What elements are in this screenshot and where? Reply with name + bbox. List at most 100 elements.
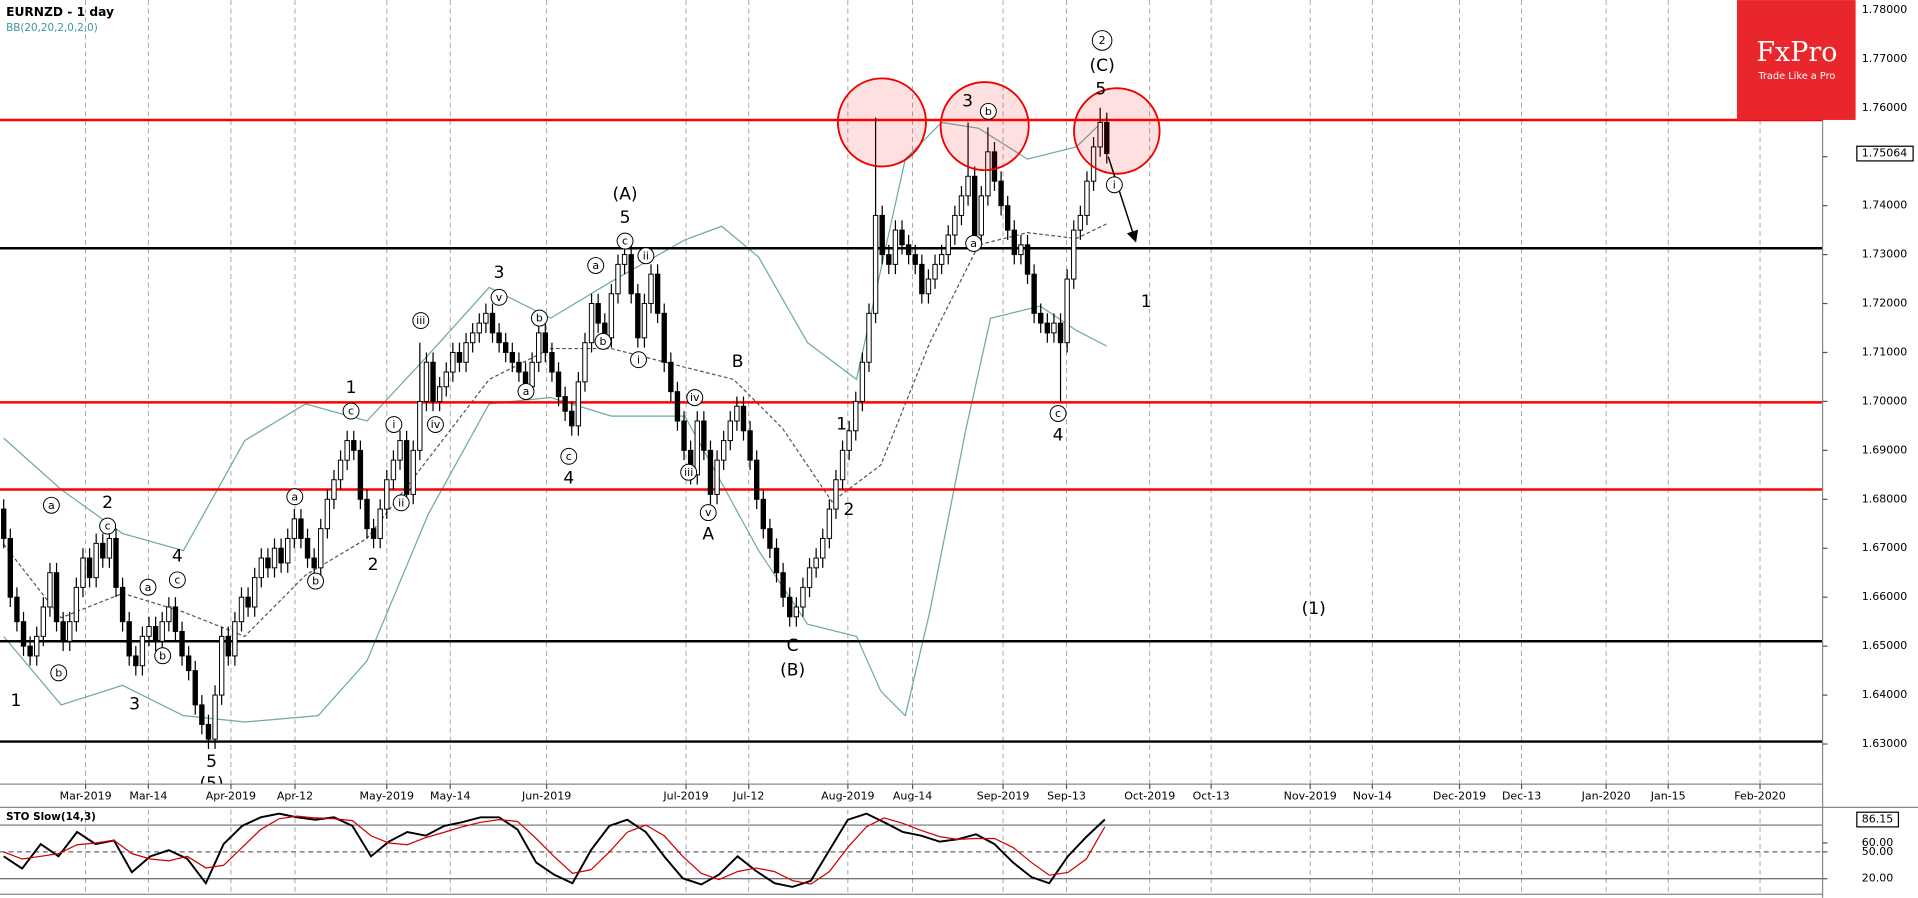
candle-body xyxy=(740,405,747,432)
wave-label-circle xyxy=(637,247,655,265)
x-tick-label: Feb-2020 xyxy=(1734,789,1785,802)
candle-body xyxy=(1,508,7,539)
candle-body xyxy=(436,386,443,402)
y-tick-label: 1.74000 xyxy=(1862,199,1907,212)
candle-body xyxy=(1104,121,1110,155)
wave-label: (B) xyxy=(780,660,805,680)
candle-body xyxy=(331,479,337,500)
candle-body xyxy=(839,449,846,481)
y-tick-label: 60.00 xyxy=(1862,836,1894,849)
wave-label: (1) xyxy=(1302,599,1326,619)
candle-body xyxy=(351,440,357,451)
candle-body xyxy=(958,195,965,216)
candle-body xyxy=(529,361,535,388)
candle-body xyxy=(549,351,555,373)
candle-body xyxy=(853,400,859,432)
candle-body xyxy=(106,537,113,559)
wave-label: 5 xyxy=(620,208,631,228)
candle-body xyxy=(357,449,364,500)
wave-label-circle xyxy=(412,312,430,330)
candle-body xyxy=(192,670,198,706)
candle-body xyxy=(100,542,106,559)
candle-body xyxy=(628,254,634,295)
candle-body xyxy=(1097,121,1103,148)
candle-body xyxy=(754,459,760,500)
wave-label: iv xyxy=(431,418,441,431)
bollinger-band xyxy=(3,223,1108,638)
candle-body xyxy=(364,498,370,530)
indicator-label: BB(20,20,2,0,2,0) xyxy=(6,22,98,34)
y-tick-label: 1.66000 xyxy=(1862,590,1907,603)
y-tick-label: 20.00 xyxy=(1862,872,1894,885)
candle-body xyxy=(1057,322,1064,344)
wave-label: a xyxy=(48,499,55,512)
wave-label: 1 xyxy=(836,415,847,435)
wave-label: 5 xyxy=(206,752,217,772)
wave-label: b xyxy=(312,575,319,588)
candle-body xyxy=(291,518,298,539)
candle-body xyxy=(450,351,456,373)
candle-body xyxy=(113,537,119,588)
candle-body xyxy=(747,430,753,461)
candle-body xyxy=(133,655,139,667)
candle-body xyxy=(813,557,819,569)
x-tick-label: Mar-14 xyxy=(129,789,167,802)
wave-label-circle xyxy=(427,416,444,433)
wave-label: v xyxy=(705,506,712,519)
candle-body xyxy=(93,542,99,579)
candle-body xyxy=(403,440,410,495)
candle-body xyxy=(1064,278,1070,344)
wave-label: 1 xyxy=(346,378,357,398)
candle-body xyxy=(476,322,482,334)
wave-label-circle xyxy=(979,102,997,120)
wave-label: i xyxy=(637,353,640,366)
x-tick-label: Sep-2019 xyxy=(977,789,1030,802)
candle-body xyxy=(463,342,469,363)
wave-label: v xyxy=(496,291,503,304)
candle-body xyxy=(126,621,132,657)
wave-label-circle xyxy=(699,504,717,522)
candle-body xyxy=(86,557,93,579)
candle-body xyxy=(912,254,918,265)
last-value-label: 86.15 xyxy=(1862,813,1894,826)
y-tick-label: 1.71000 xyxy=(1862,345,1907,358)
candle-body xyxy=(938,254,945,265)
x-tick-label: Aug-14 xyxy=(893,789,932,802)
wave-label-circle xyxy=(168,571,186,589)
candle-body xyxy=(344,440,350,461)
candle-body xyxy=(489,312,496,334)
candle-body xyxy=(965,175,971,197)
wave-label: 2 xyxy=(368,555,379,575)
wave-label: i xyxy=(1113,178,1116,191)
candle-body xyxy=(542,332,549,353)
candle-body xyxy=(258,557,264,579)
candle-body xyxy=(654,273,661,314)
candle-body xyxy=(1011,229,1017,256)
wave-label: 2 xyxy=(1099,34,1106,47)
candle-body xyxy=(998,180,1004,207)
candle-body xyxy=(905,244,912,256)
y-tick-label: 1.67000 xyxy=(1862,541,1907,554)
panel-title: STO Slow(14,3) xyxy=(6,811,96,823)
chart-title: EURNZD - 1 day xyxy=(6,5,114,19)
candle-body xyxy=(720,440,727,461)
candle-body xyxy=(185,655,192,672)
last-price-box xyxy=(1856,145,1914,162)
wave-label-circle xyxy=(530,309,548,327)
candle-body xyxy=(562,396,568,412)
x-tick-label: Jan-15 xyxy=(1650,789,1686,802)
x-tick-label: Jun-2019 xyxy=(521,789,571,802)
candle-body xyxy=(271,547,278,569)
wave-label-circle xyxy=(1049,405,1067,422)
wave-label: c xyxy=(622,235,628,248)
x-tick-label: Jan-2020 xyxy=(1581,789,1631,802)
wave-label: 1 xyxy=(1141,292,1152,312)
candle-body xyxy=(826,508,833,539)
candle-body xyxy=(179,630,185,657)
wave-label: (A) xyxy=(613,185,638,205)
candle-body xyxy=(265,557,271,569)
wave-label: 3 xyxy=(494,263,505,283)
wave-label-circle xyxy=(42,496,60,514)
candle-body xyxy=(800,586,806,608)
